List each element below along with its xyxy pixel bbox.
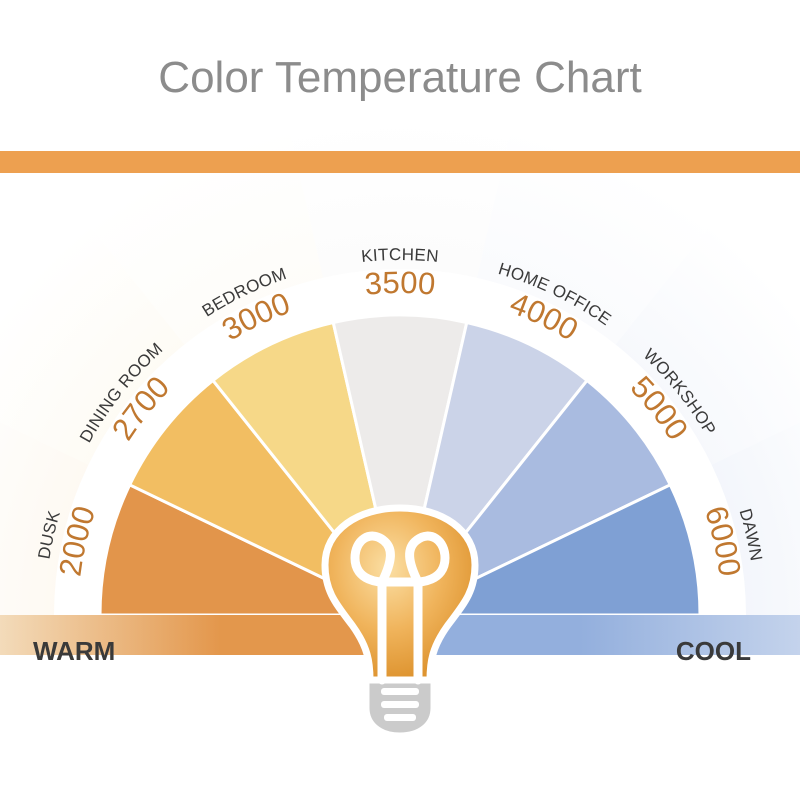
- svg-text:COOL: COOL: [676, 636, 751, 666]
- svg-text:Color Temperature Chart: Color Temperature Chart: [158, 53, 641, 102]
- svg-text:WARM: WARM: [33, 636, 115, 666]
